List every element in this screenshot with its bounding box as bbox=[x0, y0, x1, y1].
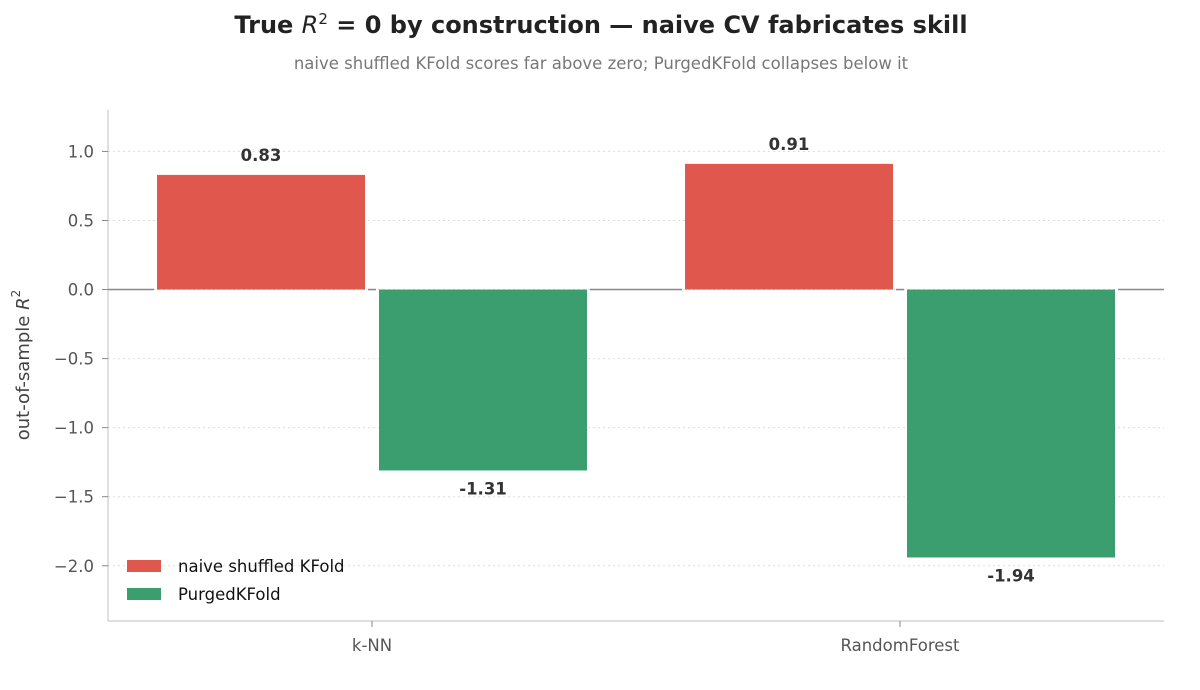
y-tick-label: 0.0 bbox=[68, 281, 94, 300]
data-labels: 0.83 -1.31 0.91 -1.94 bbox=[241, 135, 1035, 586]
bar-naive-1 bbox=[685, 163, 893, 290]
legend-entry: PurgedKFold bbox=[178, 585, 281, 604]
bar-naive-0 bbox=[157, 174, 365, 290]
legend-swatch bbox=[127, 560, 161, 572]
data-label: 0.83 bbox=[241, 146, 282, 165]
y-tick-label: 0.5 bbox=[68, 211, 94, 230]
y-axis-label: out-of-sample R2 bbox=[9, 290, 34, 441]
data-label: -1.94 bbox=[987, 566, 1035, 585]
legend: naive shuffled KFold PurgedKFold bbox=[127, 557, 345, 604]
data-label: -1.31 bbox=[459, 479, 507, 498]
chart-title: True R2 = 0 by construction — naive CV f… bbox=[234, 10, 967, 39]
chart-subtitle: naive shuffled KFold scores far above ze… bbox=[294, 54, 909, 73]
x-tick-label: RandomForest bbox=[841, 636, 960, 655]
y-tick-label: 1.0 bbox=[68, 142, 94, 161]
bar-purged-0 bbox=[379, 289, 587, 471]
axes bbox=[107, 110, 1164, 622]
legend-swatch bbox=[127, 588, 161, 600]
y-tick-label: −0.5 bbox=[54, 350, 94, 369]
y-ticks: 1.0 0.5 0.0 −0.5 −1.0 −1.5 −2.0 bbox=[54, 142, 108, 576]
y-tick-label: −1.0 bbox=[54, 419, 94, 438]
bars bbox=[157, 163, 1115, 558]
legend-entry: naive shuffled KFold bbox=[178, 557, 345, 576]
x-tick-label: k-NN bbox=[352, 636, 392, 655]
bar-purged-1 bbox=[907, 289, 1115, 558]
x-ticks: k-NN RandomForest bbox=[352, 621, 960, 655]
data-label: 0.91 bbox=[769, 135, 810, 154]
y-tick-label: −2.0 bbox=[54, 557, 94, 576]
y-tick-label: −1.5 bbox=[54, 488, 94, 507]
